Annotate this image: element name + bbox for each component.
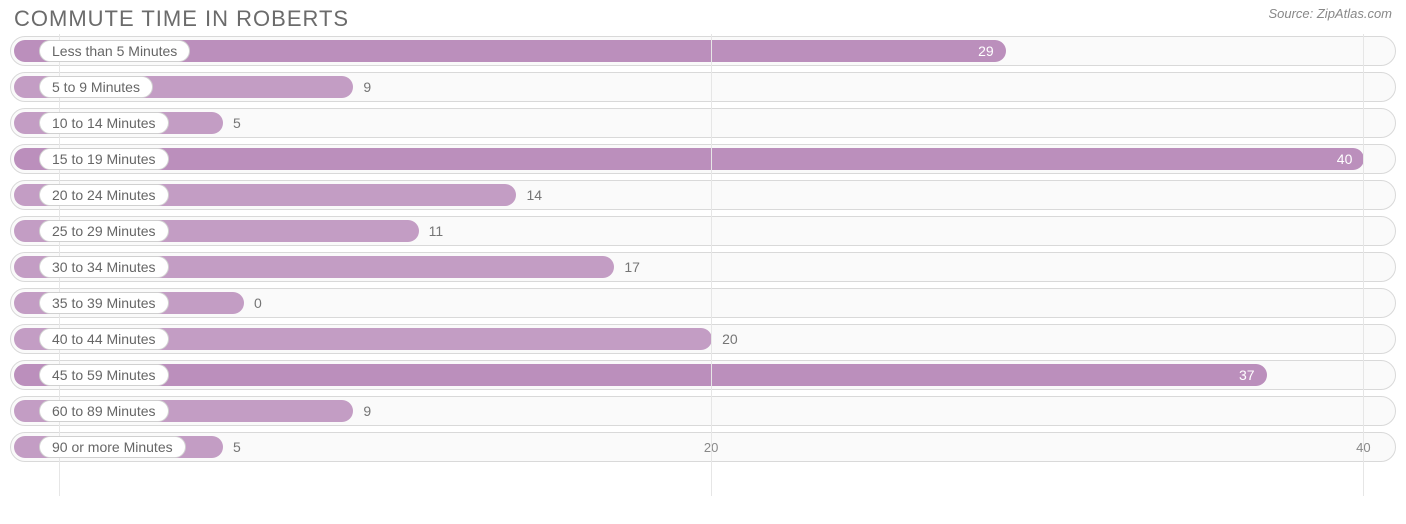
bar-row: 0 35 to 39 Minutes [10, 288, 1396, 318]
bar-value: 9 [363, 79, 371, 95]
bar: 37 [14, 364, 1267, 386]
bar-value: 9 [363, 403, 371, 419]
gridline [711, 34, 712, 496]
category-label: 60 to 89 Minutes [39, 400, 169, 422]
bar-value: 11 [429, 223, 444, 239]
bar-value: 40 [1337, 151, 1353, 167]
category-label: 40 to 44 Minutes [39, 328, 169, 350]
bar-row: 37 45 to 59 Minutes [10, 360, 1396, 390]
category-label: 35 to 39 Minutes [39, 292, 169, 314]
bar-row: 20 40 to 44 Minutes [10, 324, 1396, 354]
bar-value: 14 [526, 187, 542, 203]
bar-value: 17 [624, 259, 640, 275]
chart-area: 29 Less than 5 Minutes 9 5 to 9 Minutes 5 10 … [0, 36, 1406, 462]
header: COMMUTE TIME IN ROBERTS Source: ZipAtlas… [0, 0, 1406, 36]
source-attribution: Source: ZipAtlas.com [1268, 6, 1392, 21]
category-label: 90 or more Minutes [39, 436, 186, 458]
category-label: 45 to 59 Minutes [39, 364, 169, 386]
bar-row: 9 5 to 9 Minutes [10, 72, 1396, 102]
category-label: 25 to 29 Minutes [39, 220, 169, 242]
category-label: 10 to 14 Minutes [39, 112, 169, 134]
x-axis: 02040 [10, 440, 1396, 462]
category-label: 5 to 9 Minutes [39, 76, 153, 98]
category-label: Less than 5 Minutes [39, 40, 190, 62]
bar-value: 29 [978, 43, 994, 59]
bar-row: 29 Less than 5 Minutes [10, 36, 1396, 66]
bar-row: 11 25 to 29 Minutes [10, 216, 1396, 246]
bar-row: 17 30 to 34 Minutes [10, 252, 1396, 282]
category-label: 15 to 19 Minutes [39, 148, 169, 170]
category-label: 20 to 24 Minutes [39, 184, 169, 206]
gridline [1363, 34, 1364, 496]
bar-row: 9 60 to 89 Minutes [10, 396, 1396, 426]
bar: 40 [14, 148, 1364, 170]
category-label: 30 to 34 Minutes [39, 256, 169, 278]
bar-row: 14 20 to 24 Minutes [10, 180, 1396, 210]
bar-value: 20 [722, 331, 738, 347]
chart-title: COMMUTE TIME IN ROBERTS [14, 6, 349, 32]
bar-row: 40 15 to 19 Minutes [10, 144, 1396, 174]
bar-value: 37 [1239, 367, 1255, 383]
bar-row: 5 10 to 14 Minutes [10, 108, 1396, 138]
bar-value: 0 [254, 295, 262, 311]
bar-value: 5 [233, 115, 241, 131]
